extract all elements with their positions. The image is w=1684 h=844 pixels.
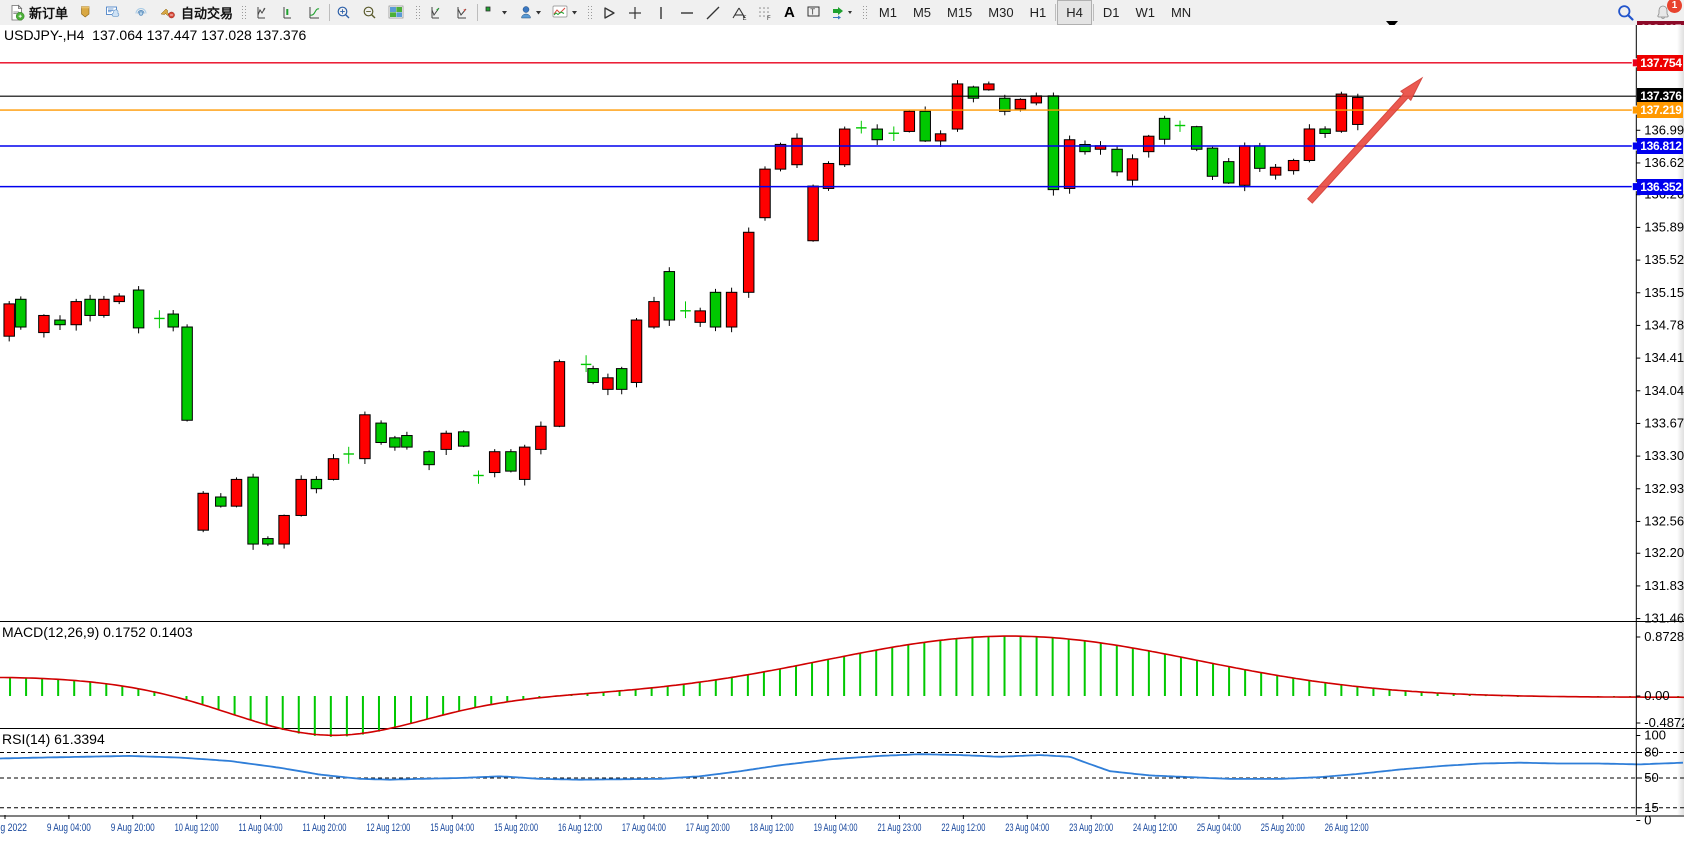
svg-text:F: F	[767, 16, 771, 22]
svg-text:T: T	[810, 7, 815, 16]
svg-text:E: E	[743, 16, 747, 22]
